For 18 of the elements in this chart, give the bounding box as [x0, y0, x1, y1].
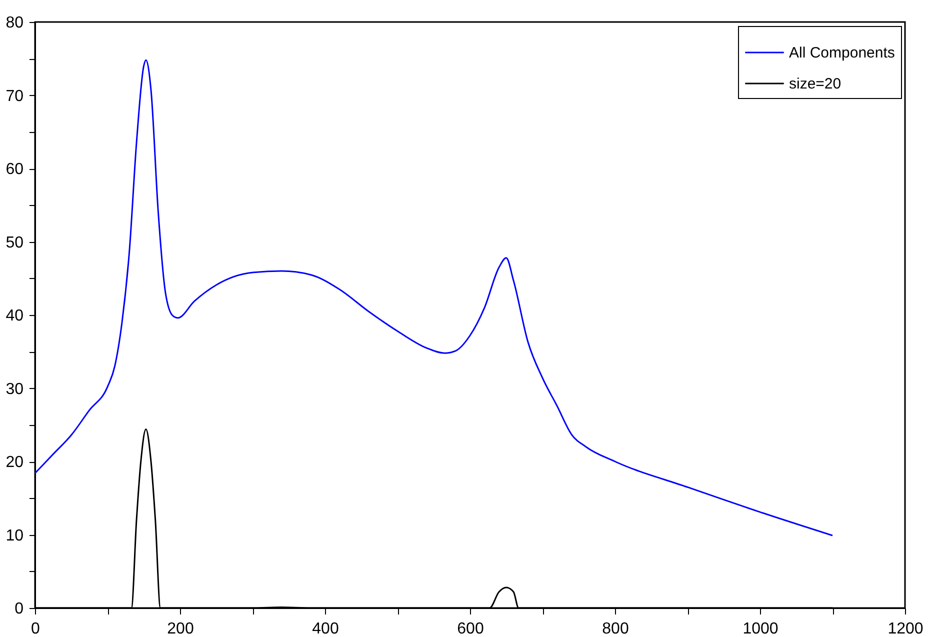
y-tick-label: 20 [6, 454, 24, 471]
y-tick-label: 80 [6, 14, 24, 32]
y-tick-label: 50 [6, 234, 24, 252]
legend-label: All Components [789, 44, 895, 62]
x-tick-label: 600 [457, 620, 484, 637]
y-tick-label: 30 [6, 380, 24, 398]
x-tick-label: 1000 [742, 620, 778, 637]
y-tick-label: 40 [6, 308, 24, 324]
x-tick-label: 1200 [888, 620, 924, 637]
x-tick-label: 800 [602, 620, 629, 637]
y-tick-label: 10 [6, 527, 24, 544]
y-tick-label: 70 [6, 88, 24, 105]
legend-label: size=20 [789, 76, 842, 92]
x-tick-label: 0 [31, 620, 40, 637]
x-tick-label: 200 [167, 620, 194, 637]
y-tick-label: 0 [14, 600, 24, 618]
y-tick-label: 60 [6, 161, 24, 178]
x-tick-label: 400 [312, 620, 339, 637]
